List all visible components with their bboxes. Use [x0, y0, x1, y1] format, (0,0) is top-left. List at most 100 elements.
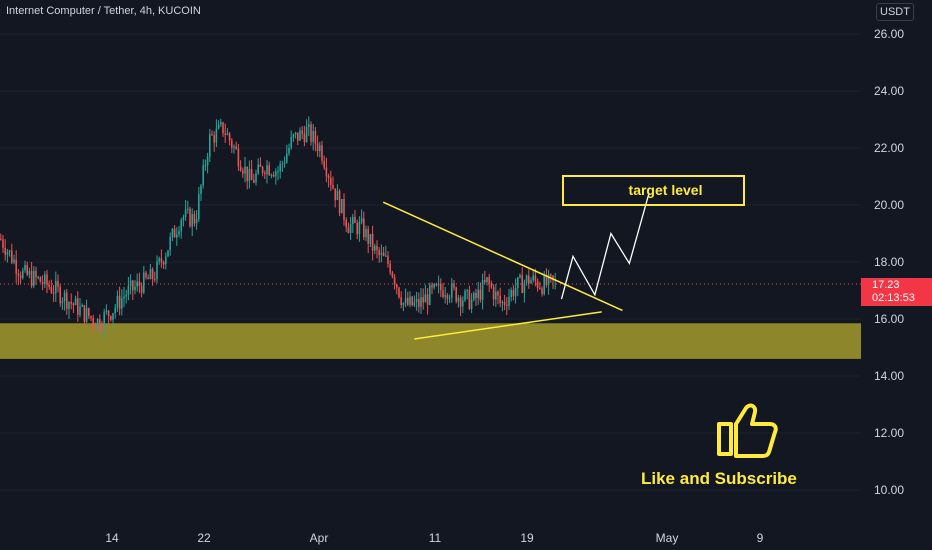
x-tick-label: 19: [520, 531, 534, 545]
candle-body: [74, 298, 77, 306]
candle-body: [167, 250, 169, 257]
candle-body: [228, 133, 231, 141]
candle-body: [426, 294, 429, 305]
candle-body: [376, 245, 378, 251]
candle-body: [435, 283, 438, 286]
candle-body: [231, 140, 233, 148]
candle-body: [68, 302, 70, 309]
candle-body: [123, 296, 125, 299]
candle-body: [442, 290, 444, 297]
candle-body: [354, 216, 356, 224]
candle-body: [39, 277, 42, 283]
candle-body: [92, 317, 94, 325]
candle-body: [303, 133, 306, 142]
candle-body: [35, 270, 37, 278]
currency-badge[interactable]: USDT: [876, 3, 914, 21]
candle-body: [209, 134, 211, 157]
candle-body: [195, 219, 198, 224]
candle-body: [143, 272, 145, 293]
candle-body: [61, 301, 64, 304]
candle-body: [525, 275, 528, 283]
candle-body: [521, 275, 523, 293]
x-tick-label: 14: [105, 531, 119, 545]
candle-body: [314, 130, 317, 144]
candle-body: [246, 166, 248, 182]
candle-body: [19, 275, 22, 278]
y-tick-label: 18.00: [874, 255, 904, 269]
candle-body: [508, 297, 510, 306]
candle-body: [477, 289, 479, 298]
candle-body: [213, 135, 215, 143]
candle-body: [327, 176, 330, 178]
candle-body: [101, 328, 103, 330]
y-tick-label: 10.00: [874, 483, 904, 497]
candle-body: [63, 292, 66, 302]
candle-body: [204, 165, 207, 167]
candle-body: [134, 286, 136, 291]
candle-body: [242, 170, 244, 174]
candle-body: [41, 282, 44, 284]
candle-body: [319, 145, 321, 152]
candle-body: [363, 218, 365, 238]
candle-body: [13, 259, 15, 263]
resistance-trendline: [382, 201, 623, 312]
candle-body: [431, 285, 433, 288]
candle-body: [290, 137, 292, 148]
candle-body: [77, 298, 79, 315]
candle-body: [470, 299, 473, 309]
candle-body: [237, 148, 240, 167]
candle-body: [530, 280, 532, 284]
candle-body: [336, 190, 339, 201]
candle-body: [433, 283, 435, 288]
projection-path: [560, 193, 650, 300]
candle-body: [173, 228, 176, 238]
candle-body: [420, 297, 422, 307]
candle-body: [341, 199, 343, 214]
support-trendline: [414, 311, 602, 340]
candle-body: [367, 228, 369, 244]
candle-body: [312, 130, 314, 142]
candle-body: [396, 284, 398, 288]
candle-body: [147, 277, 149, 280]
candle-body: [323, 160, 325, 168]
candle-body: [215, 128, 218, 143]
x-tick-label: 22: [197, 531, 211, 545]
candle-body: [541, 288, 543, 294]
candle-body: [211, 134, 213, 136]
candle-body: [389, 263, 391, 273]
candle-body: [57, 280, 59, 287]
candle-body: [495, 291, 497, 300]
candle-body: [17, 273, 20, 276]
candle-body: [492, 287, 495, 300]
candle-body: [250, 169, 253, 181]
candle-body: [330, 177, 332, 185]
thumbs-up-icon: [716, 402, 780, 463]
candle-body: [48, 284, 50, 288]
candle-body: [466, 289, 468, 291]
candle-body: [235, 146, 237, 149]
candle-body: [171, 228, 174, 238]
candle-body: [94, 324, 97, 328]
candle-body: [15, 259, 17, 274]
candle-body: [244, 166, 246, 174]
candle-body: [2, 239, 4, 248]
candle-body: [85, 308, 88, 322]
candle-body: [151, 269, 154, 280]
candle-body: [96, 319, 99, 328]
candle-body: [270, 174, 273, 176]
candle-body: [59, 286, 61, 304]
candle-body: [459, 297, 462, 307]
candle-body: [385, 255, 387, 257]
candle-body: [497, 291, 499, 296]
candle-body: [149, 269, 152, 280]
candle-body: [424, 294, 427, 303]
candle-body: [501, 301, 504, 304]
candle-body: [180, 220, 182, 232]
candle-body: [264, 173, 266, 175]
candle-body: [193, 214, 196, 224]
candle-body: [301, 130, 303, 134]
candle-body: [517, 277, 519, 288]
candle-body: [543, 275, 545, 294]
candle-body: [81, 305, 83, 307]
